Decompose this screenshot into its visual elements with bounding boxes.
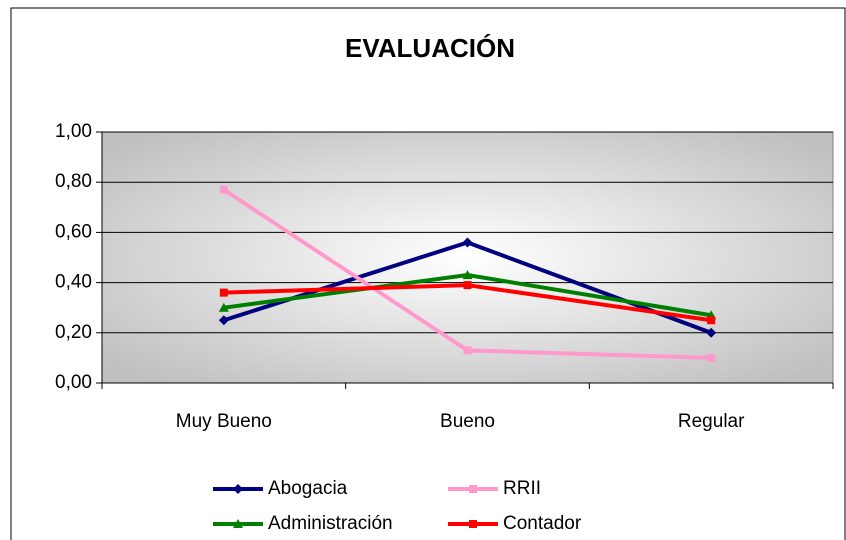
y-tick-label: 0,00	[55, 372, 92, 393]
x-tick-label: Bueno	[440, 411, 495, 432]
marker	[706, 327, 717, 338]
marker	[219, 185, 228, 194]
marker	[463, 346, 472, 355]
x-tick-label: Muy Bueno	[176, 411, 272, 432]
plot-area	[101, 131, 834, 384]
marker	[219, 288, 228, 297]
marker	[218, 302, 229, 312]
marker	[233, 519, 243, 528]
marker	[462, 270, 473, 280]
marker	[218, 315, 229, 326]
x-tick-label: Regular	[678, 411, 745, 432]
y-tick-label: 0,80	[55, 171, 92, 192]
marker	[469, 485, 477, 493]
legend-label: Contador	[503, 513, 582, 534]
marker	[707, 316, 716, 325]
marker	[463, 281, 472, 290]
y-tick-label: 0,60	[55, 221, 92, 242]
marker	[462, 237, 473, 248]
y-tick-label: 1,00	[55, 121, 92, 142]
y-tick-label: 0,20	[55, 322, 92, 343]
legend-label: Administración	[268, 513, 393, 534]
marker	[707, 353, 716, 362]
legend-label: Abogacia	[268, 478, 348, 499]
legend-label: RRII	[503, 478, 541, 499]
chart-title: EVALUACIÓN	[345, 33, 515, 63]
marker	[233, 484, 243, 494]
y-tick-label: 0,40	[55, 272, 92, 293]
marker	[469, 520, 477, 528]
